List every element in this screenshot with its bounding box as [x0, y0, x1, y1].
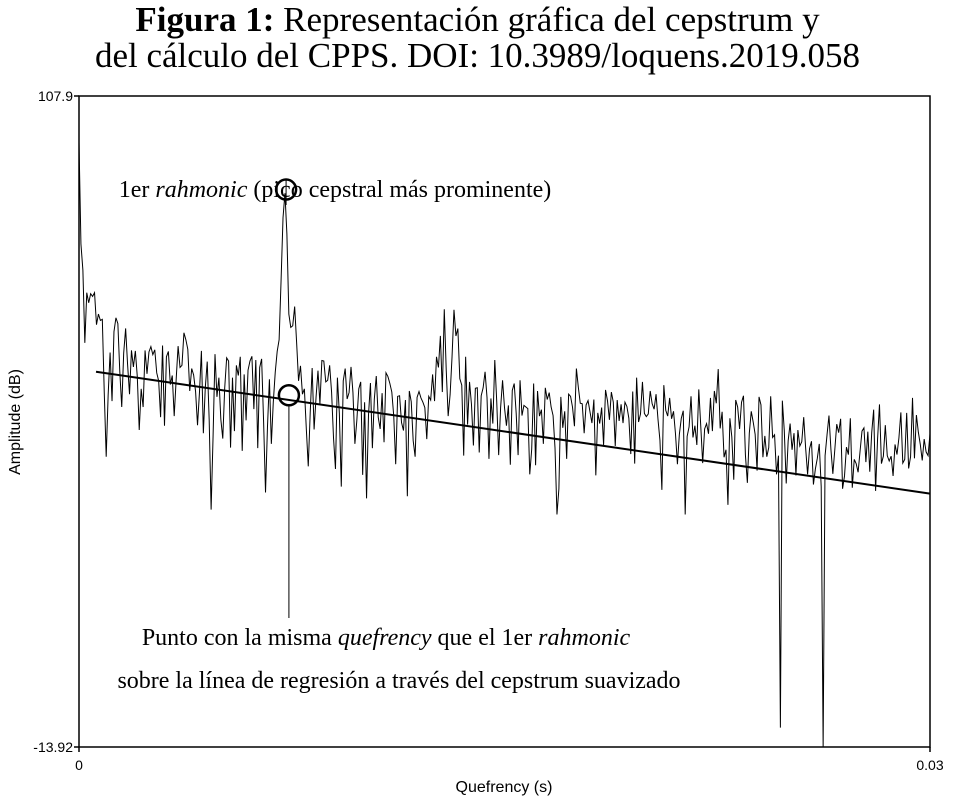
rahmonic-annotation-post: (pico cepstral más prominente) — [247, 177, 551, 203]
x-tick-label-end: 0.03 — [916, 757, 943, 773]
regression-annotation-line-2: sobre la línea de regresión a través del… — [117, 668, 680, 694]
plot-frame — [78, 95, 931, 748]
regression-point-marker — [277, 384, 301, 407]
regression-line — [95, 370, 931, 495]
cepstrum-series-line — [78, 142, 931, 747]
regression-annotation-mid: que el 1er — [432, 625, 539, 651]
y-tick-label-bottom: -13.92 — [33, 739, 73, 755]
rahmonic-annotation-pre: 1er — [119, 177, 156, 203]
regression-annotation-rahmonic: rahmonic — [538, 625, 630, 651]
rahmonic-annotation: 1er rahmonic (pico cepstral más prominen… — [119, 177, 552, 203]
x-axis-label: Quefrency (s) — [456, 779, 553, 796]
regression-annotation-line-1: Punto con la misma quefrency que el 1er … — [142, 625, 631, 651]
x-tick-label-start: 0 — [75, 757, 83, 773]
rahmonic-annotation-italic: rahmonic — [155, 177, 247, 203]
regression-annotation-pre: Punto con la misma — [142, 625, 338, 651]
axis-ticks — [74, 95, 931, 752]
regression-annotation-quefrency: quefrency — [338, 625, 432, 651]
y-axis-label: Amplitude (dB) — [7, 369, 24, 475]
rahmonic-peak-marker — [274, 178, 298, 201]
figure-title: Figura 1: Representación gráfica del cep… — [0, 2, 955, 74]
figure-title-line-1: Figura 1: Representación gráfica del cep… — [0, 2, 955, 38]
figure-title-line-2: del cálculo del CPPS. DOI: 10.3989/loque… — [94, 36, 861, 75]
y-tick-label-top: 107.9 — [38, 88, 73, 104]
figure-number: Figura 1: — [135, 0, 275, 39]
figure-title-text: Representación gráfica del cepstrum y — [274, 0, 820, 39]
